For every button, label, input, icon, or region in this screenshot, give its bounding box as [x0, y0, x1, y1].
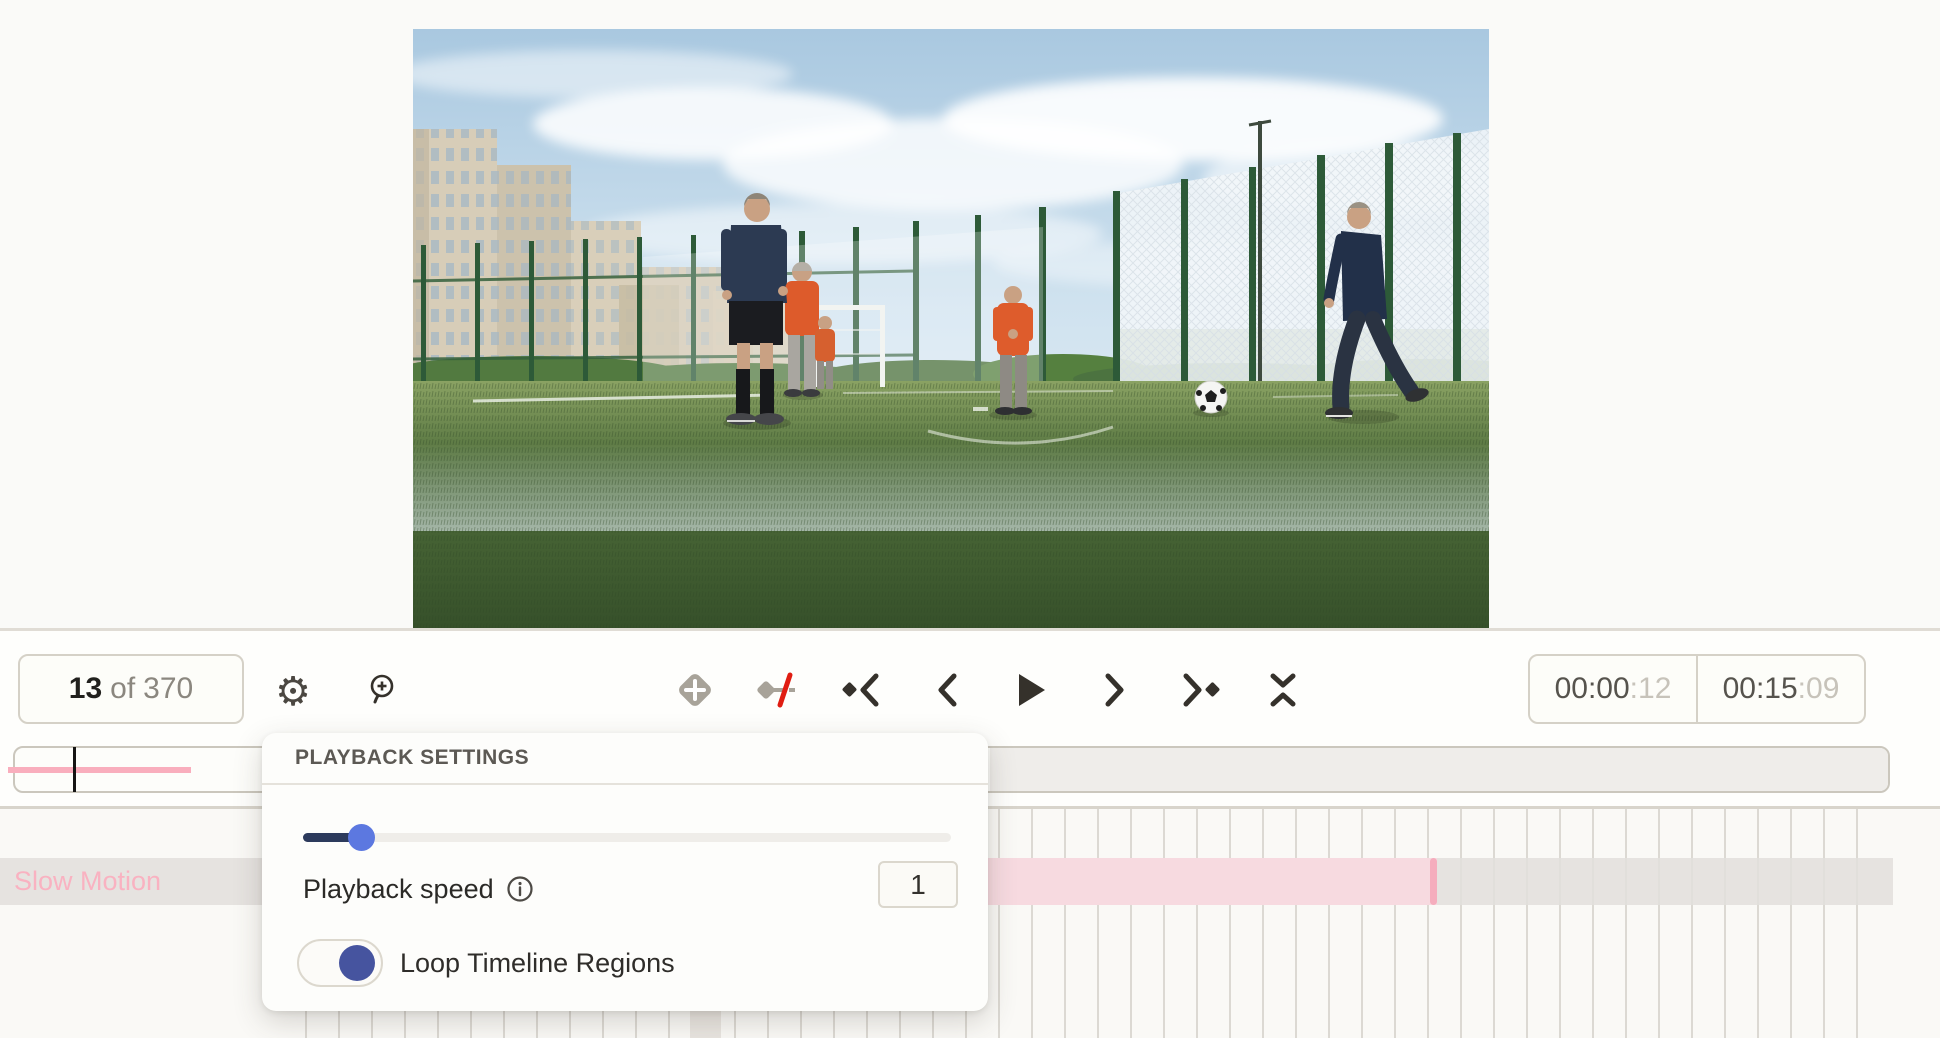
video-stage [413, 29, 1489, 631]
collapse-chevrons-icon [1270, 673, 1296, 707]
slider-thumb[interactable] [348, 824, 375, 851]
current-time-field[interactable]: 00:00:12 [1530, 656, 1696, 722]
gear-icon: ⚙ [275, 669, 311, 715]
playback-speed-input[interactable]: 1 [878, 861, 958, 908]
video-frame [413, 29, 1489, 631]
previous-keyframe-button[interactable] [837, 664, 889, 716]
frame-counter[interactable]: 13 of 370 [18, 654, 244, 724]
previous-frame-button[interactable] [921, 664, 973, 716]
total-time-frames: :09 [1797, 672, 1840, 705]
next-keyframe-button[interactable] [1173, 664, 1225, 716]
panel-title: PLAYBACK SETTINGS [295, 746, 530, 769]
slider-fill [303, 833, 363, 842]
slider-track [303, 833, 951, 842]
frame-current: 13 [68, 672, 103, 705]
minimap-playhead[interactable] [73, 747, 76, 792]
play-button[interactable] [1005, 664, 1057, 716]
minimap-region-bar [8, 767, 191, 773]
next-keyframe-icon [1183, 673, 1220, 707]
previous-frame-icon [938, 673, 957, 707]
collapse-timeline-button[interactable] [1257, 664, 1309, 716]
timecode-group: 00:00:12 00:15:09 [1528, 654, 1866, 724]
panel-header: PLAYBACK SETTINGS [262, 733, 988, 785]
add-keyframe-icon [679, 674, 711, 706]
frame-total: 370 [143, 672, 194, 705]
next-frame-button[interactable] [1089, 664, 1141, 716]
zoom-in-icon [370, 674, 394, 704]
total-time-main: 00:15 [1722, 672, 1798, 705]
region-right-handle[interactable] [1430, 858, 1437, 905]
frame-separator: of [110, 672, 136, 705]
loop-regions-label: Loop Timeline Regions [400, 948, 675, 978]
zoom-tool-button[interactable] [355, 664, 407, 716]
playback-speed-slider[interactable] [303, 824, 951, 851]
minimap-offscreen-range [990, 748, 1888, 791]
playback-speed-row: Playback speed [303, 872, 534, 906]
play-icon [1019, 674, 1045, 706]
track-label: Slow Motion [14, 866, 162, 896]
current-time-main: 00:00 [1554, 672, 1630, 705]
remove-keyframe-button[interactable] [753, 664, 805, 716]
settings-button[interactable]: ⚙ [267, 666, 319, 718]
previous-keyframe-icon [842, 673, 879, 707]
info-icon[interactable] [506, 875, 534, 903]
add-keyframe-button[interactable] [669, 664, 721, 716]
remove-keyframe-icon [757, 672, 795, 708]
total-time-field[interactable]: 00:15:09 [1696, 656, 1864, 722]
toggle-knob [339, 945, 375, 981]
next-frame-icon [1105, 673, 1124, 707]
current-time-frames: :12 [1629, 672, 1672, 705]
loop-regions-toggle[interactable] [297, 939, 383, 987]
playback-settings-panel: PLAYBACK SETTINGS Playback speed 1 Loop … [262, 733, 988, 1011]
playback-speed-label: Playback speed [303, 873, 494, 904]
